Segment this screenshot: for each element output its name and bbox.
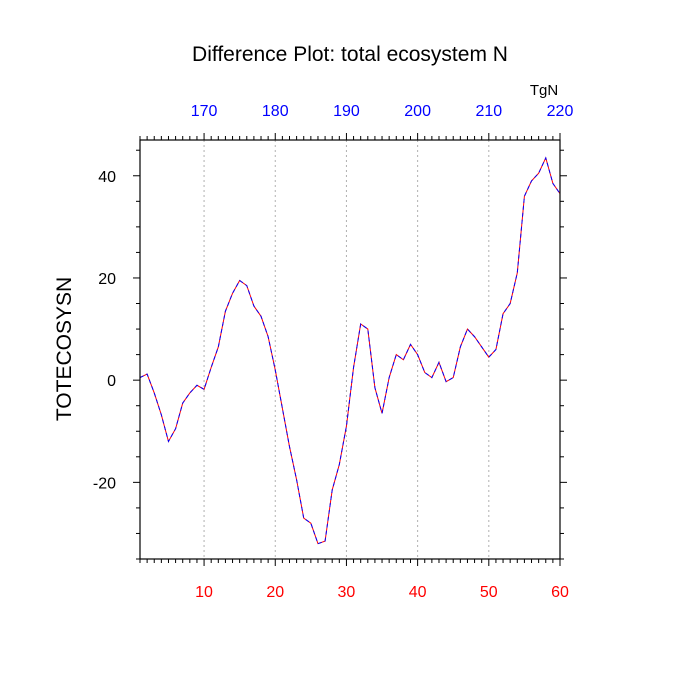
top-tick-label: 190 bbox=[333, 103, 360, 120]
x-tick-label: 10 bbox=[195, 584, 213, 601]
y-tick-label: -20 bbox=[93, 475, 116, 492]
series-line-blue bbox=[139, 156, 561, 545]
y-tick-label: 20 bbox=[98, 271, 116, 288]
series-lines bbox=[139, 156, 561, 545]
x-tick-label: 60 bbox=[551, 584, 569, 601]
top-tick-label: 210 bbox=[475, 103, 502, 120]
y-axis-label: TOTECOSYSN bbox=[53, 277, 76, 421]
y-tick-label: 40 bbox=[98, 169, 116, 186]
tick-labels: 10 20 30 40 50 60 170 180 190 200 210 220 -20 0 20 40 bbox=[93, 103, 574, 601]
chart-title: Difference Plot: total ecosystem N bbox=[192, 43, 508, 66]
top-tick-label: 170 bbox=[191, 103, 218, 120]
axes bbox=[133, 133, 567, 566]
x-tick-label: 50 bbox=[480, 584, 498, 601]
x-tick-label: 40 bbox=[409, 584, 427, 601]
top-axis-units-label: TgN bbox=[530, 82, 558, 99]
grid-lines bbox=[203, 140, 490, 559]
plot-frame bbox=[139, 139, 561, 560]
top-tick-label: 220 bbox=[547, 103, 574, 120]
series-line-red bbox=[139, 156, 561, 545]
top-tick-label: 180 bbox=[262, 103, 289, 120]
top-tick-label: 200 bbox=[404, 103, 431, 120]
x-tick-label: 20 bbox=[266, 584, 284, 601]
y-tick-label: 0 bbox=[107, 373, 116, 390]
x-tick-label: 30 bbox=[338, 584, 356, 601]
